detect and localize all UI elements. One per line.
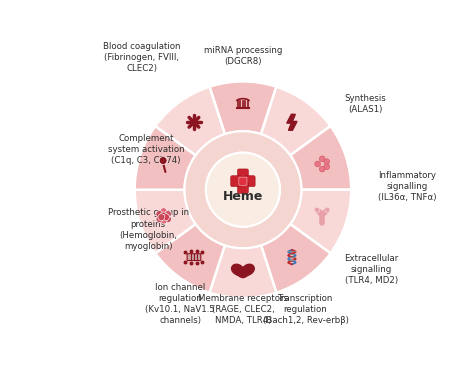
Circle shape bbox=[160, 217, 167, 224]
Circle shape bbox=[315, 161, 320, 167]
Wedge shape bbox=[135, 190, 196, 253]
Circle shape bbox=[160, 208, 167, 215]
Text: Prosthetic group in
proteins
(Hemoglobin,
myoglobin): Prosthetic group in proteins (Hemoglobin… bbox=[108, 208, 189, 251]
Wedge shape bbox=[135, 126, 196, 190]
Text: Inflammatory
signalling
(IL36α, TNFα): Inflammatory signalling (IL36α, TNFα) bbox=[378, 171, 437, 202]
Wedge shape bbox=[184, 131, 301, 248]
Wedge shape bbox=[155, 224, 225, 293]
Circle shape bbox=[164, 211, 172, 218]
FancyBboxPatch shape bbox=[231, 176, 242, 186]
Polygon shape bbox=[287, 114, 297, 130]
Wedge shape bbox=[210, 81, 276, 134]
Text: Complement
system activation
(C1q, C3, CD74): Complement system activation (C1q, C3, C… bbox=[108, 134, 184, 165]
Wedge shape bbox=[290, 126, 351, 190]
Circle shape bbox=[324, 159, 329, 165]
Polygon shape bbox=[232, 264, 254, 278]
Wedge shape bbox=[261, 87, 330, 155]
Circle shape bbox=[206, 153, 280, 227]
Text: Extracellular
signalling
(TLR4, MD2): Extracellular signalling (TLR4, MD2) bbox=[344, 254, 398, 285]
FancyBboxPatch shape bbox=[239, 177, 247, 185]
Wedge shape bbox=[261, 224, 330, 293]
Wedge shape bbox=[155, 87, 225, 155]
FancyBboxPatch shape bbox=[187, 254, 201, 260]
Circle shape bbox=[159, 157, 167, 165]
Text: Membrane receptors
(RAGE, CLEC2,
NMDA, TLR4): Membrane receptors (RAGE, CLEC2, NMDA, T… bbox=[198, 294, 288, 325]
Circle shape bbox=[191, 119, 197, 126]
Circle shape bbox=[160, 212, 167, 219]
Text: Transcription
regulation
(Bach1,2, Rev-erbβ): Transcription regulation (Bach1,2, Rev-e… bbox=[263, 294, 348, 325]
Text: Heme: Heme bbox=[223, 190, 263, 204]
Text: Ion channel
regulation
(Kv10.1, NaV1.5
channels): Ion channel regulation (Kv10.1, NaV1.5 c… bbox=[146, 283, 215, 325]
Circle shape bbox=[164, 216, 172, 223]
FancyBboxPatch shape bbox=[237, 182, 248, 194]
Circle shape bbox=[319, 156, 325, 162]
Text: Synthesis
(ALAS1): Synthesis (ALAS1) bbox=[344, 94, 386, 114]
Text: Blood coagulation
(Fibrinogen, FVIII,
CLEC2): Blood coagulation (Fibrinogen, FVIII, CL… bbox=[103, 42, 181, 73]
Circle shape bbox=[319, 166, 325, 172]
Wedge shape bbox=[210, 245, 276, 298]
Circle shape bbox=[156, 211, 163, 218]
Text: miRNA processing
(DGCR8): miRNA processing (DGCR8) bbox=[204, 46, 282, 66]
FancyBboxPatch shape bbox=[237, 169, 248, 180]
Circle shape bbox=[158, 214, 165, 221]
Wedge shape bbox=[290, 190, 351, 253]
Circle shape bbox=[314, 207, 319, 212]
Circle shape bbox=[163, 214, 169, 221]
Circle shape bbox=[156, 216, 163, 223]
Circle shape bbox=[325, 207, 330, 212]
Circle shape bbox=[324, 164, 329, 170]
FancyBboxPatch shape bbox=[244, 176, 255, 186]
